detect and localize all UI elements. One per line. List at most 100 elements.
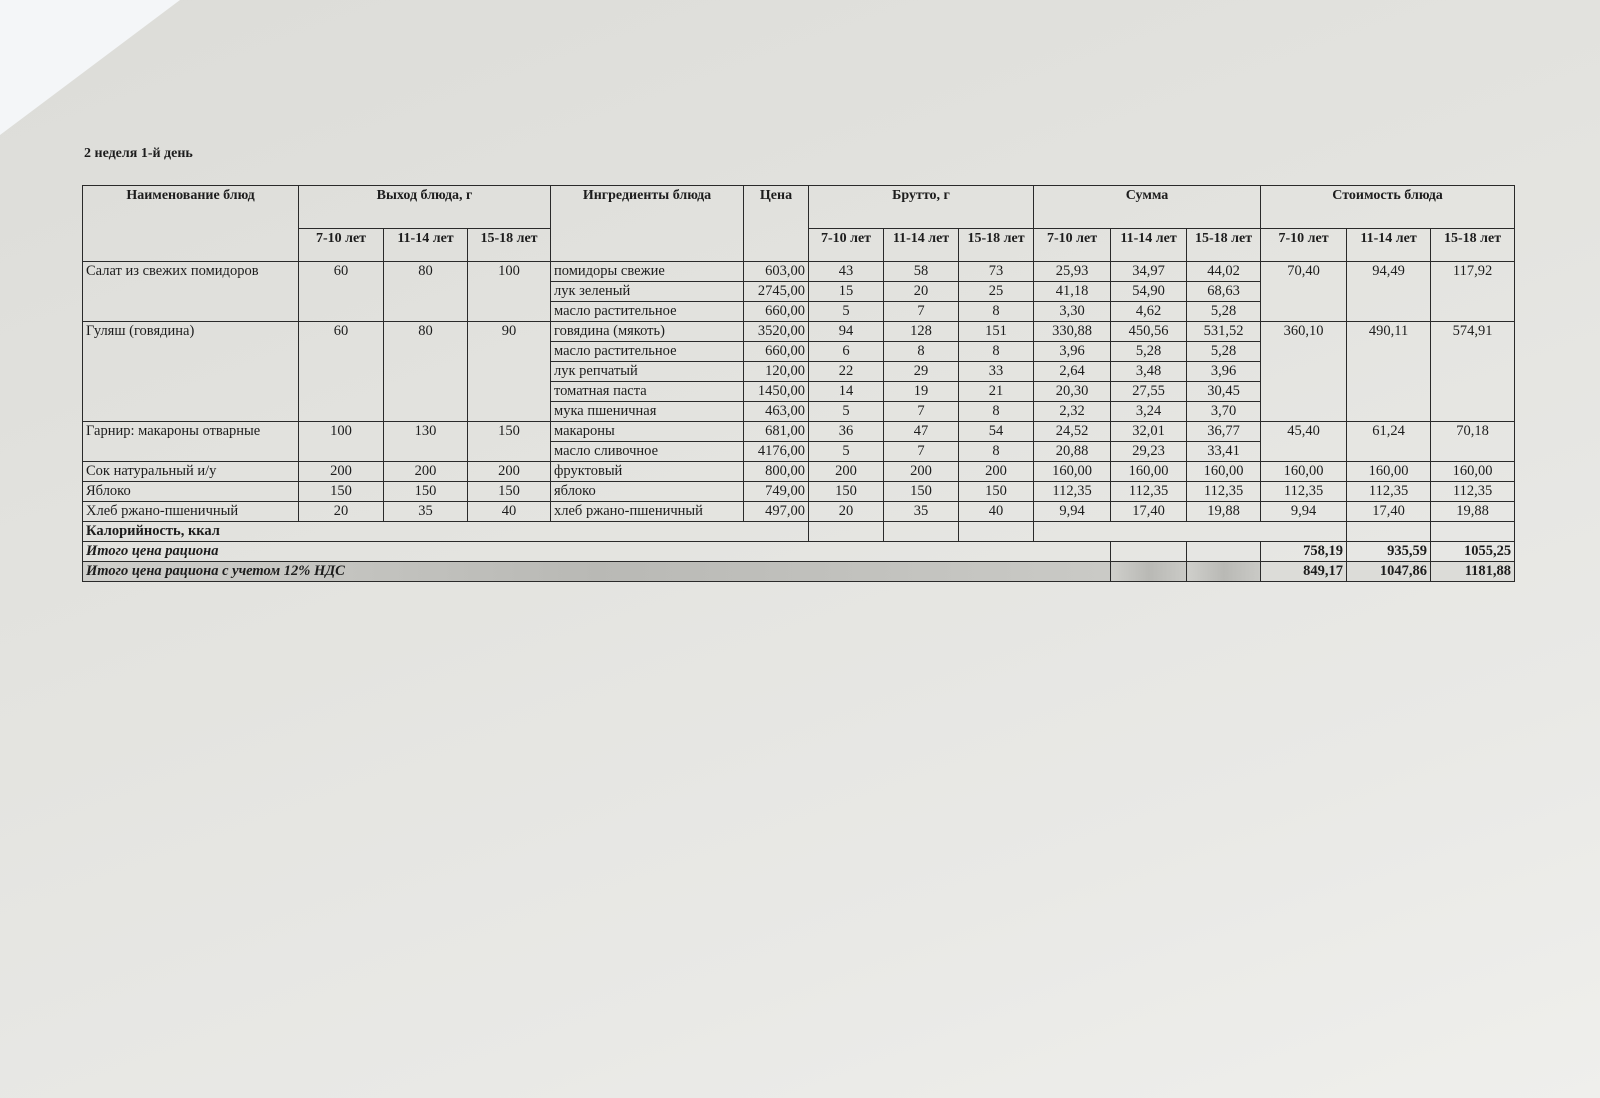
ingredient-sum: 19,88 (1186, 501, 1262, 522)
dish-yield: 150 (383, 481, 468, 502)
header-age: 7-10 лет (1033, 228, 1112, 262)
ingredient-brutto: 21 (958, 381, 1035, 402)
dish-yield: 80 (383, 321, 468, 422)
ingredient-price: 3520,00 (743, 321, 810, 342)
total-vat-row-value: 849,17 (1260, 561, 1348, 582)
dish-cost: 112,35 (1430, 481, 1516, 502)
ingredient-sum: 3,96 (1033, 341, 1112, 362)
dish-yield: 150 (298, 481, 384, 502)
header-sum: Сумма (1033, 185, 1262, 229)
table-row: мука пшеничная 463,00 5 7 8 2,32 3,24 3,70 (83, 401, 1515, 422)
dish-cost: 45,40 (1260, 421, 1348, 462)
ingredient-sum: 29,23 (1110, 441, 1188, 462)
ingredient-brutto: 73 (958, 261, 1035, 282)
ingredient-name: помидоры свежие (550, 261, 745, 282)
dish-yield: 20 (298, 501, 384, 522)
table-row: Хлеб ржано-пшеничный 20 35 40 хлеб ржано-пше… (82, 501, 1516, 522)
table-row: лук зеленый 2745,00 15 20 25 41,18 54,90 68,63 (83, 281, 1515, 302)
dish-yield: 150 (466, 481, 552, 502)
ingredient-brutto: 54 (958, 421, 1035, 442)
dish-name: Хлеб ржано-пшеничный (82, 501, 299, 522)
dish-yield: 80 (383, 261, 468, 322)
ingredient-sum: 27,55 (1110, 381, 1188, 402)
ingredient-brutto: 8 (883, 341, 960, 362)
ingredient-brutto: 7 (883, 301, 960, 322)
dish-cost: 9,94 (1260, 501, 1348, 522)
header-dish-name: Наименование блюд (82, 185, 299, 262)
calories-row: Калорийность, ккал (81, 521, 1516, 542)
ingredient-sum: 44,02 (1186, 261, 1262, 282)
header-age: 7-10 лет (1260, 228, 1348, 262)
empty-cell (1186, 561, 1262, 582)
calories-brutto-cell (808, 521, 885, 542)
ingredient-price: 800,00 (743, 461, 810, 482)
ingredient-sum: 5,28 (1186, 301, 1262, 322)
table-row: Гуляш (говядина) 60 80 90 говядина (мякоть) 3… (82, 321, 1516, 422)
ingredient-brutto: 58 (883, 261, 960, 282)
ingredient-sum: 33,41 (1186, 441, 1262, 462)
dish-yield: 40 (466, 501, 552, 522)
header-age: 15-18 лет (466, 228, 552, 262)
ingredient-price: 497,00 (743, 501, 810, 522)
dish-cost: 117,92 (1430, 261, 1516, 322)
ingredient-brutto: 200 (958, 461, 1035, 482)
ingredient-sum: 24,52 (1033, 421, 1112, 442)
ingredient-brutto: 150 (883, 481, 960, 502)
ingredient-sum: 41,18 (1033, 281, 1112, 302)
ingredient-price: 1450,00 (743, 381, 810, 402)
ingredient-sum: 3,24 (1110, 401, 1188, 422)
ingredient-brutto: 5 (808, 401, 885, 422)
ingredient-brutto: 7 (883, 401, 960, 422)
dish-cost: 360,10 (1260, 321, 1348, 422)
header-ingredients: Ингредиенты блюда (550, 185, 745, 262)
ingredient-brutto: 94 (808, 321, 885, 342)
table-row: Сок натуральный и/у 200 200 200 фруктовый 800… (82, 461, 1516, 482)
ingredient-brutto: 200 (883, 461, 960, 482)
ingredient-sum: 531,52 (1186, 321, 1262, 342)
ingredient-sum: 5,28 (1186, 341, 1262, 362)
ingredient-price: 660,00 (743, 301, 810, 322)
ingredient-price: 603,00 (743, 261, 810, 282)
dish-cost: 160,00 (1346, 461, 1432, 482)
ingredient-brutto: 128 (883, 321, 960, 342)
dish-name: Сок натуральный и/у (82, 461, 299, 482)
total-vat-row: Итого цена рациона с учетом 12% НДС 849,1… (81, 561, 1516, 582)
dish-yield: 90 (466, 321, 552, 422)
dish-cost: 112,35 (1260, 481, 1348, 502)
ingredient-brutto: 35 (883, 501, 960, 522)
dish-cost: 70,40 (1260, 261, 1348, 322)
empty-cell (1186, 541, 1262, 562)
ingredient-brutto: 5 (808, 301, 885, 322)
ingredient-sum: 2,32 (1033, 401, 1112, 422)
dish-cost: 574,91 (1430, 321, 1516, 422)
dish-cost: 70,18 (1430, 421, 1516, 462)
dish-cost: 17,40 (1346, 501, 1432, 522)
ingredient-name: масло растительное (550, 341, 745, 362)
ingredient-sum: 330,88 (1033, 321, 1112, 342)
ingredient-brutto: 150 (808, 481, 885, 502)
total-vat-row-value: 1047,86 (1346, 561, 1432, 582)
ingredient-brutto: 8 (958, 301, 1035, 322)
ingredient-sum: 160,00 (1110, 461, 1188, 482)
calories-cell (1430, 521, 1516, 542)
ingredient-name: макароны (550, 421, 745, 442)
ingredient-name: лук репчатый (550, 361, 745, 382)
ingredient-brutto: 40 (958, 501, 1035, 522)
ingredient-brutto: 8 (958, 341, 1035, 362)
dish-yield: 60 (298, 261, 384, 322)
ingredient-sum: 30,45 (1186, 381, 1262, 402)
total-row-label: Итого цена рациона (81, 541, 1112, 562)
header-age: 11-14 лет (1346, 228, 1432, 262)
table-row: Гарнир: макароны отварные 100 130 150 макаро… (82, 421, 1516, 462)
ingredient-brutto: 47 (883, 421, 960, 442)
ingredient-sum: 20,88 (1033, 441, 1112, 462)
ingredient-sum: 25,93 (1033, 261, 1112, 282)
ingredient-brutto: 14 (808, 381, 885, 402)
ingredient-brutto: 20 (808, 501, 885, 522)
header-age: 11-14 лет (383, 228, 468, 262)
header-age: 7-10 лет (808, 228, 885, 262)
paper-corner (0, 0, 180, 135)
ingredient-brutto: 151 (958, 321, 1035, 342)
ingredient-sum: 160,00 (1186, 461, 1262, 482)
dish-cost: 94,49 (1346, 261, 1432, 322)
